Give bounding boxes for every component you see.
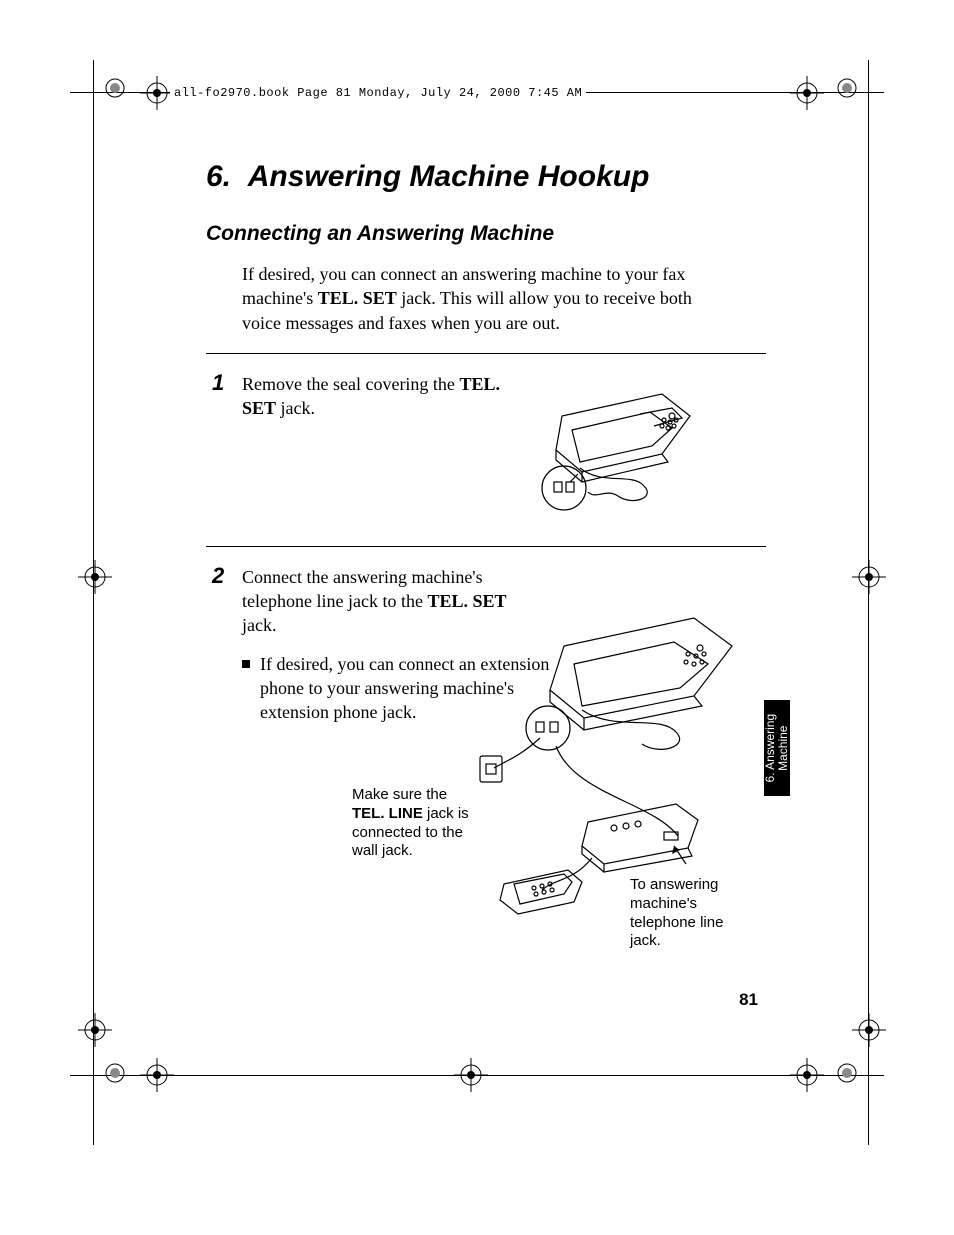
step1-pre: Remove the seal covering the bbox=[242, 374, 459, 394]
corner-gem-icon bbox=[104, 77, 126, 99]
page: all-fo2970.book Page 81 Monday, July 24,… bbox=[0, 0, 954, 1235]
crop-line-left bbox=[93, 60, 94, 1145]
step2-post: jack. bbox=[242, 615, 276, 635]
step1-post: jack. bbox=[276, 398, 315, 418]
note-wall-bold: TEL. LINE bbox=[352, 805, 423, 822]
step-number: 2 bbox=[212, 563, 224, 589]
intro-paragraph: If desired, you can connect an answering… bbox=[242, 262, 712, 335]
chapter-title: 6. Answering Machine Hookup bbox=[206, 160, 766, 194]
register-mark-icon bbox=[790, 1058, 824, 1092]
register-mark-icon bbox=[790, 76, 824, 110]
horizontal-rule bbox=[206, 546, 766, 547]
note-wall-jack: Make sure the TEL. LINE jack is connecte… bbox=[352, 786, 482, 861]
chapter-number: 6. bbox=[206, 160, 231, 193]
figure-fax-seal bbox=[522, 376, 702, 516]
step-number: 1 bbox=[212, 370, 224, 396]
page-number: 81 bbox=[739, 990, 758, 1010]
sidetab-line2: Machine bbox=[776, 725, 790, 770]
register-mark-icon bbox=[140, 1058, 174, 1092]
section-title: Connecting an Answering Machine bbox=[206, 222, 766, 246]
register-mark-icon bbox=[78, 560, 112, 594]
register-mark-icon bbox=[852, 560, 886, 594]
note-arrow-label: To answering machine's telephone line ja… bbox=[630, 876, 740, 951]
figure-connection-diagram bbox=[464, 606, 764, 916]
corner-gem-icon bbox=[836, 1062, 858, 1084]
side-tab: 6. Answering Machine bbox=[764, 700, 790, 796]
running-head: all-fo2970.book Page 81 Monday, July 24,… bbox=[170, 86, 586, 100]
corner-gem-icon bbox=[104, 1062, 126, 1084]
register-mark-icon bbox=[140, 76, 174, 110]
intro-bold: TEL. SET bbox=[318, 288, 397, 308]
sidetab-line1: 6. Answering bbox=[763, 714, 777, 783]
corner-gem-icon bbox=[836, 77, 858, 99]
register-mark-icon bbox=[852, 1013, 886, 1047]
note-wall-pre: Make sure the bbox=[352, 786, 447, 803]
register-mark-icon bbox=[454, 1058, 488, 1092]
crop-line-right bbox=[868, 60, 869, 1145]
step-text: Remove the seal covering the TEL. SET ja… bbox=[242, 372, 532, 421]
chapter-title-text: Answering Machine Hookup bbox=[248, 160, 650, 193]
horizontal-rule bbox=[206, 353, 766, 354]
register-mark-icon bbox=[78, 1013, 112, 1047]
